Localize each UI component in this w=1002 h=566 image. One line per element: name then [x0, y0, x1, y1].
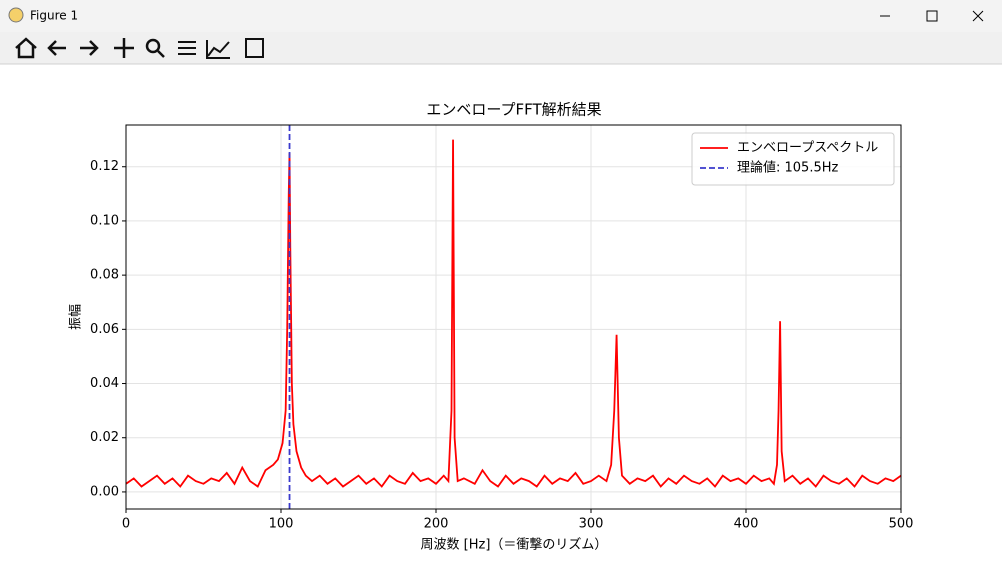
save-button[interactable] — [245, 38, 264, 58]
x-tick-label: 400 — [734, 517, 759, 532]
axes-frame — [125, 124, 902, 510]
legend-label: エンベロープスペクトル — [737, 141, 878, 156]
y-tick-label: 0.06 — [90, 322, 119, 337]
x-tick-label: 100 — [269, 517, 294, 532]
app-icon — [8, 7, 24, 23]
maximize-button[interactable] — [926, 10, 938, 22]
y-tick-label: 0.10 — [90, 213, 119, 228]
forward-button[interactable] — [80, 40, 99, 56]
title-bar — [0, 0, 1002, 32]
home-button[interactable] — [15, 37, 37, 59]
y-tick-label: 0.02 — [90, 430, 119, 445]
configure-button[interactable] — [178, 41, 196, 55]
y-tick-label: 0.08 — [90, 268, 119, 283]
back-button[interactable] — [47, 40, 66, 56]
chart-title: エンベロープFFT解析結果 — [426, 101, 601, 119]
zoom-button[interactable] — [145, 38, 165, 58]
x-tick-label: 300 — [579, 517, 604, 532]
y-axis-label: 振幅 — [69, 304, 84, 330]
y-tick-label: 0.04 — [90, 376, 119, 391]
legend-label: 理論値: 105.5Hz — [737, 160, 839, 176]
close-button[interactable] — [972, 10, 984, 22]
legend-box — [691, 132, 895, 186]
toolbar — [0, 32, 1002, 64]
x-axis-label: 周波数 [Hz]（＝衝撃のリズム） — [421, 537, 608, 553]
y-tick-label: 0.12 — [90, 159, 119, 174]
x-tick-label: 200 — [424, 517, 449, 532]
y-tick-label: 0.00 — [90, 484, 119, 499]
pan-button[interactable] — [114, 38, 134, 58]
x-tick-label: 500 — [889, 517, 914, 532]
window-title: Figure 1 — [30, 9, 78, 23]
spectrum-line — [125, 139, 902, 488]
toolbar-icons — [15, 37, 264, 59]
x-tick-label: 0 — [122, 517, 130, 532]
plot: 0 100 200 300 400 500 0.00 0.02 0.04 0.06 0.08 0.10… — [90, 124, 914, 532]
edit-axes-button[interactable] — [206, 40, 230, 59]
